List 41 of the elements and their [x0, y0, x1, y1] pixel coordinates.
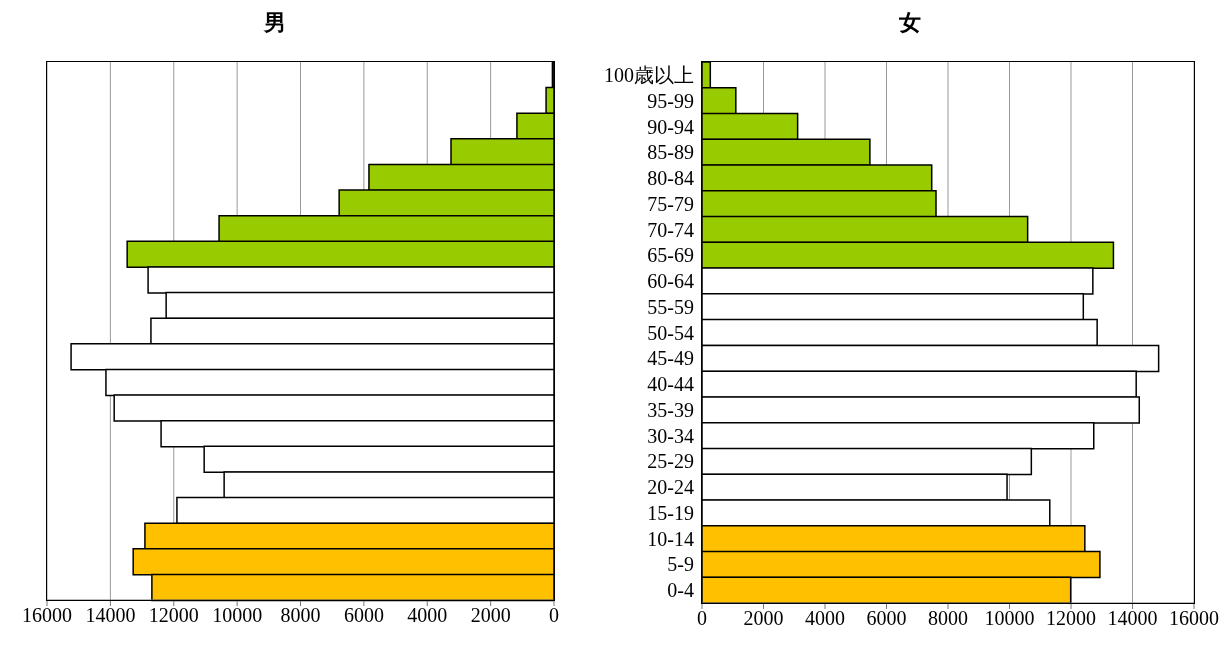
x-tick-label: 2000	[743, 607, 784, 630]
y-tick-label: 35-39	[647, 398, 694, 421]
y-tick-label: 80-84	[647, 167, 694, 190]
y-tick-label: 45-49	[647, 347, 694, 370]
x-tick-label: 0	[697, 607, 707, 630]
x-tick-label: 8000	[280, 604, 321, 627]
x-tick-label: 8000	[928, 607, 968, 630]
x-tick-label: 16000	[22, 604, 72, 627]
y-tick-label: 65-69	[647, 244, 694, 267]
y-tick-label: 30-34	[647, 424, 694, 447]
x-tick-label: 12000	[148, 604, 199, 627]
x-tick-label: 6000	[343, 604, 384, 627]
x-tick-label: 14000	[1107, 607, 1158, 630]
x-tick-label: 4000	[805, 607, 845, 630]
chart-title: 男	[262, 9, 287, 37]
y-tick-label: 20-24	[647, 476, 694, 499]
x-tick-label: 6000	[866, 607, 907, 630]
y-tick-label: 15-19	[647, 501, 694, 524]
x-tick-label: 14000	[85, 604, 136, 627]
x-tick-label: 2000	[470, 604, 511, 627]
y-tick-label: 60-64	[647, 270, 694, 293]
y-tick-label: 40-44	[647, 373, 694, 396]
y-tick-label: 5-9	[667, 553, 694, 576]
y-tick-label: 55-59	[647, 295, 694, 318]
x-tick-label: 0	[549, 604, 559, 627]
y-tick-label: 100歳以上	[604, 63, 694, 86]
y-tick-label: 75-79	[647, 192, 694, 215]
y-tick-label: 85-89	[647, 141, 694, 164]
y-tick-label: 95-99	[647, 89, 694, 112]
y-tick-label: 10-14	[647, 527, 694, 550]
x-tick-label: 10000	[984, 607, 1035, 630]
chart-title: 女	[898, 9, 922, 37]
x-tick-label: 12000	[1046, 607, 1096, 630]
y-tick-label: 50-54	[647, 321, 694, 344]
x-tick-label: 4000	[407, 604, 448, 627]
y-tick-label: 25-29	[647, 450, 694, 473]
x-tick-label: 10000	[212, 604, 263, 627]
y-tick-label: 70-74	[647, 218, 694, 241]
y-tick-label: 0-4	[667, 579, 694, 602]
y-tick-label: 90-94	[647, 115, 694, 138]
x-tick-label: 16000	[1169, 607, 1219, 630]
